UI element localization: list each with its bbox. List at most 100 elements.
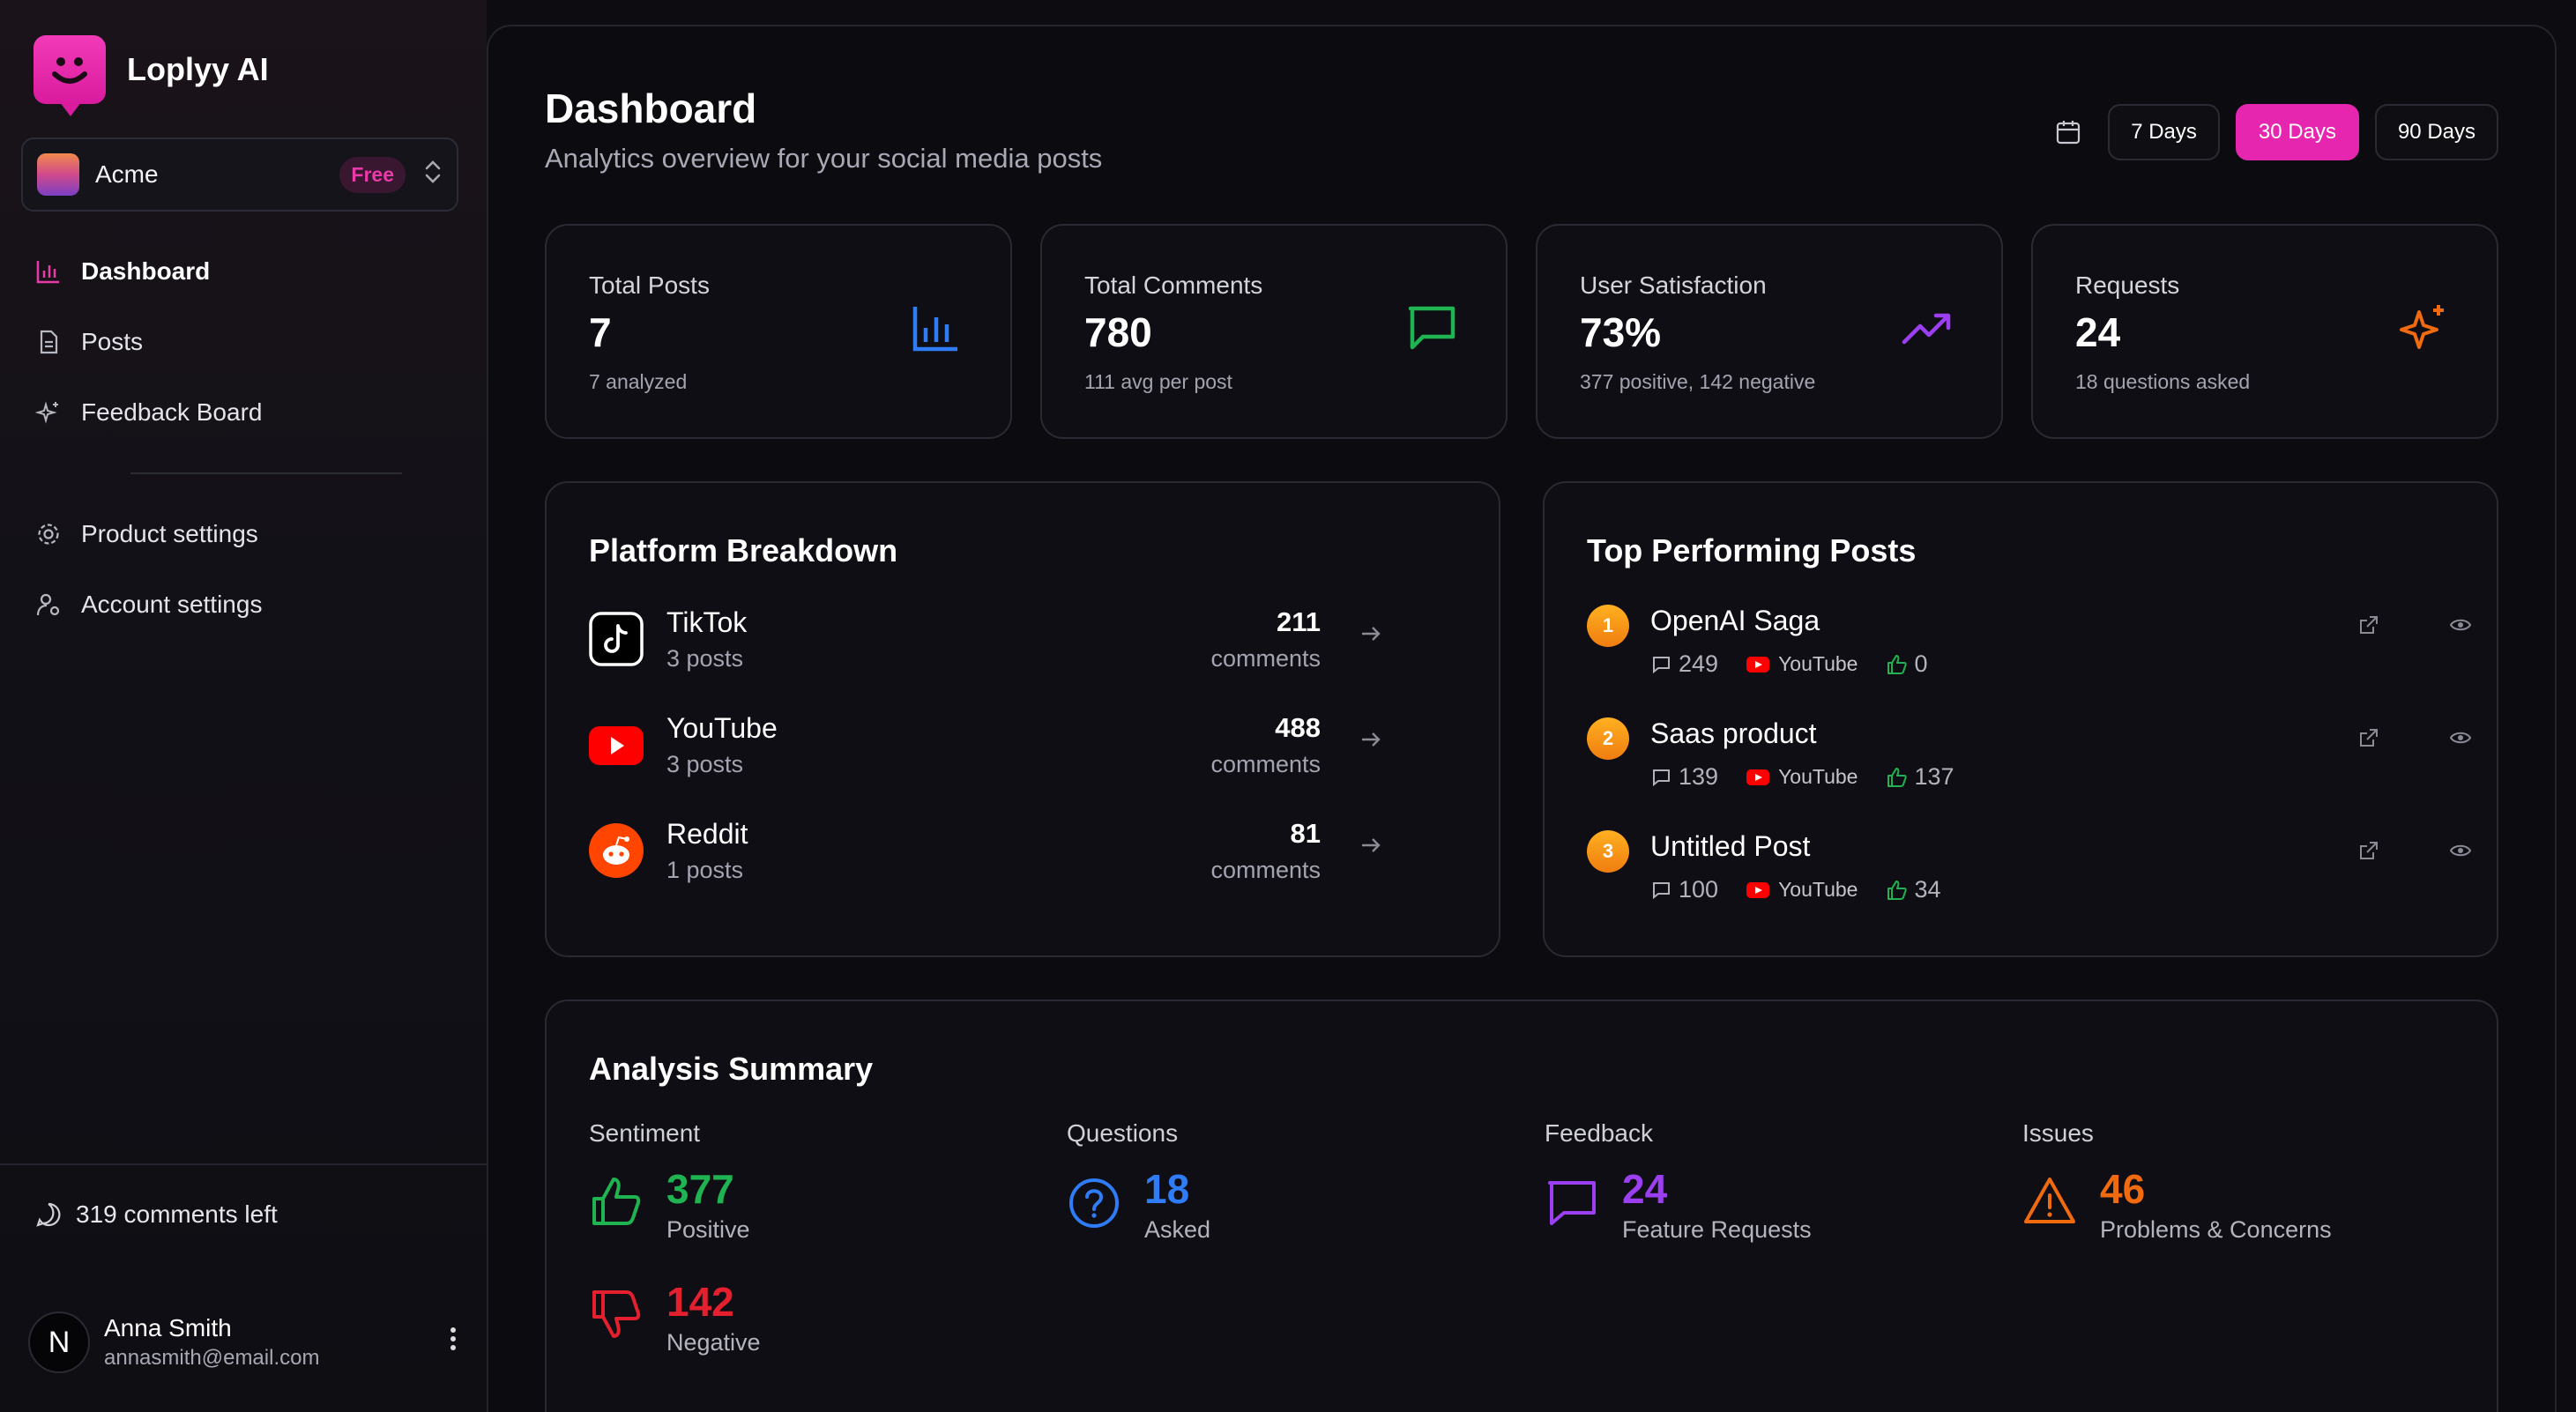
range-30-days-button[interactable]: 30 Days [2235, 104, 2359, 160]
post-title: OpenAI Saga [1650, 605, 1820, 636]
stat-value: 24 [2075, 309, 2121, 355]
chevron-up-down-icon [423, 159, 443, 191]
platform-row-tiktok[interactable]: TikTok 3 posts 211 comments [589, 606, 1453, 682]
platform-row-reddit[interactable]: Reddit 1 posts 81 comments [589, 818, 1453, 894]
more-vertical-icon[interactable] [448, 1326, 458, 1360]
eye-icon[interactable] [2449, 726, 2472, 749]
comment-count-value: 249 [1679, 650, 1719, 677]
top-post-row[interactable]: 1 OpenAI Saga 249 YouTube 0 [1587, 605, 2477, 693]
platform-name: Reddit [666, 818, 748, 850]
eye-icon[interactable] [2449, 839, 2472, 862]
nav-label: Product settings [81, 520, 258, 547]
summary-label: Feature Requests [1622, 1216, 1812, 1243]
stat-sub: 18 questions asked [2075, 370, 2251, 393]
range-90-days-button[interactable]: 90 Days [2374, 104, 2498, 160]
top-post-row[interactable]: 2 Saas product 139 YouTube 137 [1587, 717, 2477, 806]
platform-label: YouTube [1778, 878, 1858, 901]
external-link-icon[interactable] [2357, 839, 2380, 862]
like-count: 137 [1886, 763, 1954, 791]
gear-icon [35, 521, 62, 547]
sidebar: Loplyy AI Acme Free Dashboard Posts Feed… [0, 0, 487, 1412]
summary-label: Positive [666, 1216, 750, 1243]
workspace-name: Acme [95, 160, 159, 188]
stat-value: 780 [1084, 309, 1152, 355]
app-logo[interactable]: Loplyy AI [34, 35, 269, 116]
platform-posts: 3 posts [666, 645, 744, 672]
stat-card-requests: Requests 24 18 questions asked [2031, 224, 2498, 439]
youtube-icon [589, 726, 644, 765]
comments-left-text: 319 comments left [76, 1200, 278, 1228]
tiktok-icon [589, 612, 644, 666]
comment-count: 100 [1650, 876, 1718, 903]
summary-value: 24 [1622, 1166, 1668, 1212]
comment-icon [1653, 881, 1670, 899]
external-link-icon[interactable] [2357, 726, 2380, 749]
comment-count-value: 139 [1679, 763, 1719, 790]
platform-tag: YouTube [1746, 652, 1858, 676]
summary-heading: Questions [1067, 1119, 1179, 1147]
nav-item-posts[interactable]: Posts [35, 307, 441, 377]
like-count: 0 [1886, 650, 1927, 678]
logo-icon [34, 35, 106, 116]
summary-heading: Feedback [1545, 1119, 1653, 1147]
comment-count-value: 100 [1679, 876, 1719, 903]
section-title: Analysis Summary [589, 1051, 874, 1087]
arrow-right-icon[interactable] [1359, 728, 1382, 758]
reddit-icon [589, 823, 644, 878]
platform-row-youtube[interactable]: YouTube 3 posts 488 comments [589, 712, 1453, 788]
platform-comment-unit: comments [1210, 751, 1321, 777]
date-range-selector: 7 Days 30 Days 90 Days [2055, 104, 2498, 160]
summary-label: Negative [666, 1329, 761, 1356]
plan-badge: Free [339, 156, 406, 193]
thumbs-up-icon [592, 1178, 641, 1225]
question-circle-icon [1069, 1178, 1119, 1228]
youtube-icon [1746, 656, 1770, 673]
stat-label: User Satisfaction [1580, 271, 1767, 299]
summary-heading: Issues [2022, 1119, 2094, 1147]
nav-item-product-settings[interactable]: Product settings [35, 499, 441, 569]
platform-label: YouTube [1778, 652, 1858, 675]
top-post-row[interactable]: 3 Untitled Post 100 YouTube 34 [1587, 830, 2477, 918]
calendar-icon[interactable] [2055, 119, 2081, 145]
nav-item-feedback-board[interactable]: Feedback Board [35, 377, 441, 448]
external-link-icon[interactable] [2357, 613, 2380, 636]
page-title: Dashboard [545, 85, 757, 131]
nav-label: Feedback Board [81, 398, 263, 426]
platform-name: YouTube [666, 712, 778, 744]
nav-item-dashboard[interactable]: Dashboard [35, 236, 441, 307]
bar-chart-icon [35, 258, 62, 285]
nav-label: Posts [81, 328, 144, 355]
thumbs-up-icon [1887, 654, 1908, 674]
stat-card-total-posts: Total Posts 7 7 analyzed [545, 224, 1012, 439]
arrow-right-icon[interactable] [1359, 622, 1382, 652]
section-title: Platform Breakdown [589, 532, 898, 569]
message-icon [1408, 306, 1456, 350]
range-7-days-button[interactable]: 7 Days [2108, 104, 2220, 160]
stat-value: 73% [1580, 309, 1662, 355]
like-count-value: 137 [1914, 763, 1954, 790]
top-posts-card: Top Performing Posts 1 OpenAI Saga 249 Y… [1543, 481, 2498, 957]
workspace-switcher[interactable]: Acme Free [21, 137, 458, 212]
user-profile[interactable]: N Anna Smith annasmith@email.com [28, 1312, 458, 1373]
analysis-summary-card: Analysis Summary Sentiment 377 Positive … [545, 1000, 2498, 1412]
section-title: Top Performing Posts [1587, 532, 1917, 569]
nav-item-account-settings[interactable]: Account settings [35, 569, 441, 640]
platform-comment-count: 81 [1290, 818, 1321, 849]
comment-icon [1653, 769, 1670, 786]
thumbs-up-icon [1887, 880, 1908, 900]
stat-label: Total Posts [589, 271, 710, 299]
stat-sub: 111 avg per post [1084, 370, 1232, 393]
nav-label: Dashboard [81, 257, 211, 285]
platform-tag: YouTube [1746, 878, 1858, 902]
stat-value: 7 [589, 309, 612, 355]
comment-count: 249 [1650, 650, 1718, 678]
thumbs-down-icon [592, 1290, 641, 1338]
stat-label: Total Comments [1084, 271, 1263, 299]
stat-card-total-comments: Total Comments 780 111 avg per post [1040, 224, 1508, 439]
summary-label: Problems & Concerns [2100, 1216, 2332, 1243]
arrow-right-icon[interactable] [1359, 834, 1382, 864]
eye-icon[interactable] [2449, 613, 2472, 636]
bar-chart-icon [912, 307, 957, 352]
summary-column-feedback: Feedback 24 Feature Requests [1545, 1119, 2003, 1243]
post-title: Untitled Post [1650, 830, 1811, 862]
